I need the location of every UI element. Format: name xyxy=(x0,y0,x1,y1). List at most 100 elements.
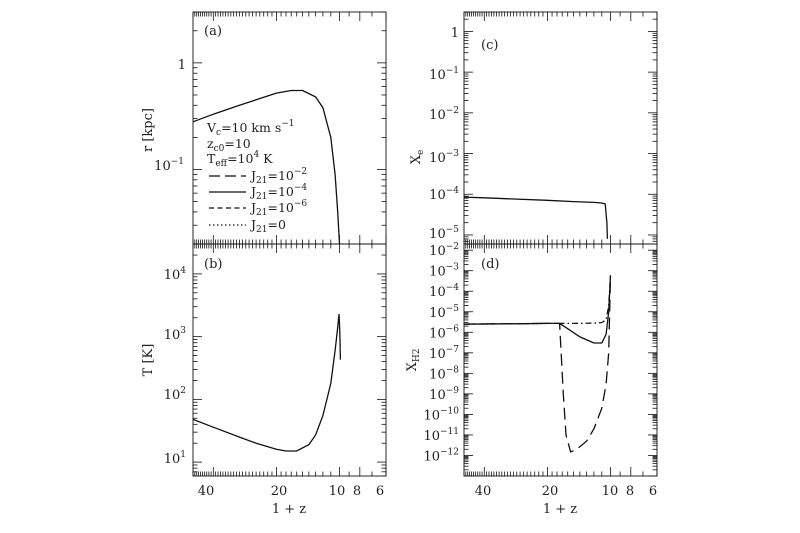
panel-b-ytick-1e3: 103 xyxy=(164,326,187,343)
panel-c-ytick-1e-2-sup: −2 xyxy=(446,106,459,116)
panel-c-ytick-1e-3: 10−3 xyxy=(429,149,459,166)
panel-b-ytick-1e2: 102 xyxy=(164,386,186,403)
legend-entry-3-sup: −6 xyxy=(294,199,308,209)
legend-entry-2-sup: −4 xyxy=(294,183,308,193)
panel-c-ylabel: Xe xyxy=(409,150,426,165)
panel-b-ytick-1e2-sup: 2 xyxy=(180,386,186,396)
panel-c-ytick-1e-2: 10−2 xyxy=(429,106,459,123)
panel-b-frame xyxy=(192,243,387,477)
panel-b-ytick-1e4-sup: 4 xyxy=(180,266,186,276)
panel-d-ytick-label: 10−9 xyxy=(429,386,459,403)
panel-c-ticks xyxy=(463,11,658,245)
panel-d-curve-long-dash xyxy=(463,275,612,453)
panel-d-ytick-base: 10 xyxy=(429,367,446,382)
panel-d-curve-dash-dot xyxy=(463,275,612,325)
legend-entry-j21-0: J21=0 xyxy=(249,217,286,235)
legend-entry-2-mid: =10 xyxy=(267,184,293,199)
panel-b-curve-solid xyxy=(192,313,342,452)
panel-d-ticks xyxy=(463,243,658,477)
legend-entry-2-sub: 21 xyxy=(256,192,267,202)
panel-d-ytick-label: 10−3 xyxy=(429,263,459,280)
panel-c-ytick-1e-2-base: 10 xyxy=(429,108,446,123)
legend-param-vc-sup: −1 xyxy=(281,119,294,129)
panel-c-ytick-1: 1 xyxy=(451,26,459,41)
legend-entry-j21-1e-4: J21=10−4 xyxy=(249,183,307,202)
legend-param-teff-tail: K xyxy=(259,151,273,166)
legend-param-zc0-sub: c0 xyxy=(214,144,225,154)
legend-param-teff-sub: eff xyxy=(215,159,227,169)
legend-entry-1-sup: −2 xyxy=(294,167,307,177)
panel-d-ytick-base: 10 xyxy=(429,326,446,341)
panel-a: (a) 1 10−1 r [kpc] Vc=10 km s−1 zc0=10 T… xyxy=(141,11,387,245)
panel-d-ytick-sup: −3 xyxy=(446,263,460,273)
panel-d-ytick-sup: −9 xyxy=(446,386,460,396)
panel-d-xtick-6: 6 xyxy=(649,484,657,499)
panel-b-ylabel: T [K] xyxy=(141,344,156,377)
panel-d-ytick-sup: −5 xyxy=(446,304,460,314)
panel-b-ytick-1e1-sup: 1 xyxy=(180,450,186,460)
panel-d-ytick-base: 10 xyxy=(429,244,446,259)
panel-d-ytick-sup: −12 xyxy=(440,448,459,458)
legend-entry-j21-1e-2: J21=10−2 xyxy=(249,167,307,186)
legend-entry-4-mid: =0 xyxy=(267,217,285,232)
panel-b-xtick-10: 10 xyxy=(329,484,346,499)
panel-d-ytick-base: 10 xyxy=(423,429,440,444)
panel-b-xtick-40: 40 xyxy=(198,484,215,499)
panel-d-ytick-sup: −4 xyxy=(446,283,460,293)
panel-b-xtick-6: 6 xyxy=(376,484,384,499)
panel-c-curve-solid xyxy=(463,196,609,239)
panel-a-ytick-2: 10−1 xyxy=(154,157,184,174)
panel-d-xtick-10: 10 xyxy=(602,484,619,499)
panel-c-ytick-1e-5: 10−5 xyxy=(429,225,459,242)
panel-d-xtick-40: 40 xyxy=(475,484,492,499)
panel-d-xtick-8: 8 xyxy=(626,484,634,499)
panel-b-xtick-8: 8 xyxy=(353,484,361,499)
panel-d-ytick-label: 10−8 xyxy=(429,365,459,382)
panel-d-ytick-base: 10 xyxy=(423,408,440,423)
panel-d-xtick-20: 20 xyxy=(542,484,559,499)
panel-d-ytick-base: 10 xyxy=(429,347,446,362)
legend-param-zc0-base: z xyxy=(207,136,214,151)
panel-c-label: (c) xyxy=(481,38,498,53)
panel-b-ytick-1e3-base: 10 xyxy=(164,328,181,343)
panel-d-ytick-base: 10 xyxy=(423,450,440,465)
legend-entry-3-mid: =10 xyxy=(267,200,293,215)
legend-entry-3-base: J xyxy=(249,200,256,215)
panel-d-ytick-sup: −8 xyxy=(446,365,460,375)
legend-param-vc: Vc=10 km s−1 xyxy=(206,119,295,138)
panel-d-xlabel: 1 + z xyxy=(543,502,577,517)
panel-c-ytick-1e-4: 10−4 xyxy=(429,186,459,203)
legend-param-zc0-mid: =10 xyxy=(224,136,250,151)
panel-a-ticks xyxy=(192,11,387,245)
panel-c-ytick-1e-3-sup: −3 xyxy=(446,149,460,159)
panel-d-ytick-label: 10−4 xyxy=(429,283,459,300)
panel-d-ytick-label: 10−12 xyxy=(423,448,459,465)
panel-d-ytick-base: 10 xyxy=(429,388,446,403)
panel-d-ytick-base: 10 xyxy=(429,285,446,300)
panel-c-ytick-1e-1-sup: −1 xyxy=(446,66,459,76)
panel-b: (b) 104 103 102 101 T [K] 40 20 10 8 6 1… xyxy=(141,243,387,517)
panel-c: (c) 1 10−1 10−2 10−3 10−4 10−5 Xe xyxy=(409,11,658,245)
panel-a-label: (a) xyxy=(204,24,222,39)
panel-d-ytick-label: 10−11 xyxy=(423,427,459,444)
panel-b-label: (b) xyxy=(204,257,222,272)
panel-b-ytick-1e3-sup: 3 xyxy=(180,326,186,336)
legend-param-zc0: zc0=10 xyxy=(207,136,251,154)
panel-b-ytick-1e4-base: 10 xyxy=(164,268,181,283)
legend-param-vc-base: V xyxy=(206,120,217,135)
panel-d-ytick-sup: −10 xyxy=(440,406,459,416)
panel-d-ytick-label: 10−6 xyxy=(429,324,459,341)
panel-d-curve-solid xyxy=(463,275,612,344)
legend-entry-j21-1e-6: J21=10−6 xyxy=(249,199,307,218)
panel-a-ytick-2-base: 10 xyxy=(154,159,171,174)
panel-d-ytick-base: 10 xyxy=(429,265,446,280)
legend-entry-1-sub: 21 xyxy=(256,176,267,186)
legend-param-teff-mid: =10 xyxy=(227,151,253,166)
panel-c-ytick-1-base: 1 xyxy=(451,26,459,41)
panel-a-ylabel: r [kpc] xyxy=(141,108,156,152)
panel-c-ytick-1e-3-base: 10 xyxy=(429,151,446,166)
panel-d-ylabel: XH2 xyxy=(405,349,422,372)
panel-c-ytick-1e-5-sup: −5 xyxy=(446,225,460,235)
legend-param-teff: Teff=104 K xyxy=(207,150,273,169)
